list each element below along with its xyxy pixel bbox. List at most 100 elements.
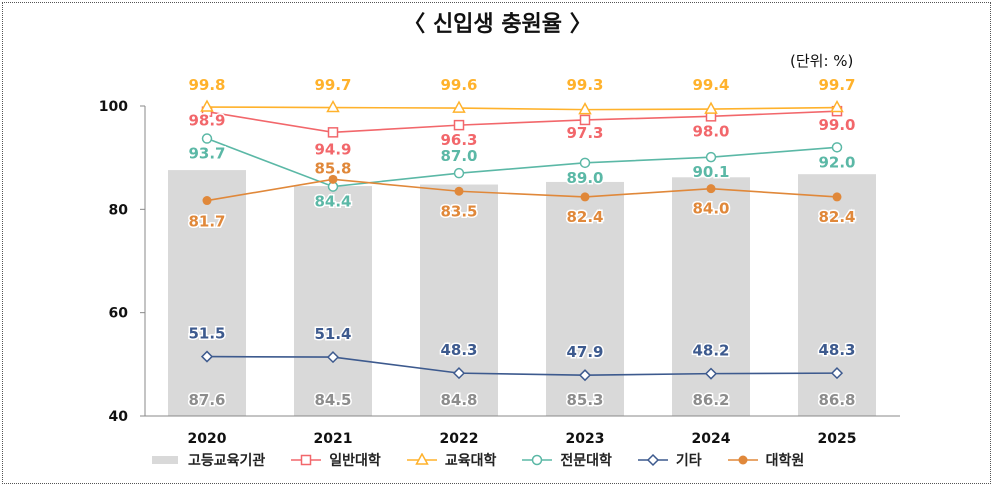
diamond-marker [326, 351, 340, 364]
data-label: 99.4 [692, 76, 729, 94]
square-marker [453, 119, 465, 131]
data-label: 93.7 [188, 145, 225, 163]
bar [294, 186, 372, 416]
triangle-marker [200, 99, 214, 112]
bar-data-label: 86.2 [692, 391, 729, 409]
series-line [206, 137, 838, 188]
diamond-marker [704, 367, 718, 380]
x-tick-label: 2025 [818, 431, 857, 447]
series-line [206, 355, 838, 376]
data-label: 81.7 [188, 213, 225, 231]
legend-item: 교육대학 [406, 450, 497, 470]
x-tick-label: 2022 [440, 431, 479, 447]
diamond-marker [452, 367, 466, 380]
data-label: 51.5 [188, 325, 225, 343]
data-label: 48.3 [818, 341, 855, 359]
y-tick-label: 40 [109, 409, 129, 425]
chart-title: 〈 신입생 충원율 〉 [403, 12, 592, 37]
data-label: 48.2 [692, 342, 729, 360]
circle-marker [201, 133, 213, 144]
legend-swatch [291, 454, 322, 466]
legend-label: 고등교육기관 [188, 453, 266, 469]
data-label: 85.8 [314, 159, 351, 177]
legend-swatch [152, 456, 178, 464]
data-label: 51.4 [314, 325, 351, 343]
bar-data-label: 84.8 [440, 391, 477, 409]
bar-data-label: 84.5 [314, 391, 351, 409]
legend-item: 기타 [637, 450, 702, 470]
legend-item: 대학원 [727, 450, 805, 470]
data-label: 92.0 [818, 153, 855, 171]
data-label: 83.5 [440, 202, 477, 220]
circle-marker [453, 167, 465, 179]
series-교육대학: 99.8 99.7 99.6 99.3 99.4 99.7 [187, 75, 857, 115]
series-일반대학: 98.9 94.9 96.3 97.3 98.0 99.0 [187, 105, 857, 160]
data-label: 48.3 [440, 341, 477, 359]
series-line [206, 106, 838, 111]
data-label: 97.3 [566, 124, 603, 142]
legend-label: 대학원 [765, 453, 805, 469]
bar [168, 170, 246, 416]
y-tick-label: 60 [109, 306, 129, 322]
unit-label: (단위: %) [790, 52, 854, 70]
filled-circle-marker [202, 196, 212, 206]
series-line [206, 178, 838, 202]
filled-circle-marker [832, 192, 842, 202]
filled-circle-marker [706, 184, 716, 194]
data-label: 99.8 [188, 76, 225, 94]
square-marker [301, 454, 312, 466]
legend-swatch [406, 453, 437, 465]
legend-swatch [727, 455, 758, 465]
filled-circle-marker [580, 192, 590, 202]
data-label: 82.4 [566, 208, 603, 226]
data-label: 99.0 [818, 116, 855, 134]
legend-label: 전문대학 [560, 453, 612, 469]
legend-label: 일반대학 [329, 453, 381, 469]
y-tick-label: 100 [99, 99, 128, 115]
legend-label: 교육대학 [444, 453, 497, 469]
circle-marker [579, 157, 591, 169]
circle-marker [532, 454, 543, 466]
data-label: 99.7 [818, 76, 855, 94]
diamond-marker [646, 453, 659, 467]
series-기타: 51.5 51.4 48.3 47.9 48.2 48.3 [187, 323, 857, 382]
filled-circle-marker [454, 186, 464, 196]
circle-marker [831, 142, 843, 153]
series-line [206, 110, 838, 134]
bar-data-label: 86.8 [818, 391, 855, 409]
data-label: 89.0 [566, 169, 603, 187]
data-label: 99.6 [440, 76, 477, 94]
legend-item: 고등교육기관 [150, 450, 265, 470]
data-label: 84.0 [692, 200, 729, 218]
triangle-marker [452, 100, 466, 113]
x-tick-label: 2024 [692, 431, 731, 447]
data-label: 90.1 [692, 163, 729, 181]
bar-data-label: 85.3 [566, 391, 603, 409]
diamond-marker [200, 350, 214, 363]
data-label: 99.3 [566, 76, 603, 94]
series-대학원: 81.7 85.8 83.5 82.4 84.0 82.4 [187, 158, 857, 232]
x-tick-label: 2021 [314, 431, 353, 447]
data-label: 94.9 [314, 140, 351, 158]
data-label: 84.4 [314, 193, 351, 211]
filled-circle-marker [328, 174, 338, 184]
data-label: 47.9 [566, 343, 603, 361]
square-marker [327, 127, 339, 138]
diamond-marker [830, 367, 844, 380]
data-label: 98.9 [188, 112, 225, 130]
data-label: 98.0 [692, 122, 729, 140]
data-label: 87.0 [440, 147, 477, 165]
bar-data-label: 87.6 [188, 391, 225, 409]
series-전문대학: 93.7 84.4 87.0 89.0 90.1 92.0 [187, 133, 857, 212]
diamond-marker [578, 369, 592, 382]
circle-marker [705, 151, 717, 163]
y-tick-label: 80 [109, 202, 129, 218]
triangle-marker [326, 99, 340, 113]
legend-label: 기타 [675, 453, 702, 469]
legend-item: 일반대학 [291, 450, 381, 470]
square-marker [579, 114, 591, 126]
legend-swatch [637, 453, 668, 467]
data-label: 99.7 [314, 76, 351, 94]
